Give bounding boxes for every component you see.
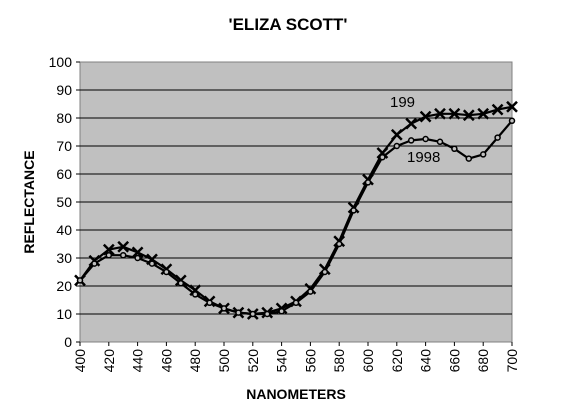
x-axis-ticks: 400 420 440 460 480 500 520 540 560 580 600 620 640 6… <box>72 342 520 372</box>
data-point-1998 <box>393 142 401 150</box>
data-point-1998 <box>436 138 444 146</box>
data-point-1998 <box>191 291 199 298</box>
x-tick-label: 480 <box>187 349 203 373</box>
y-tick-label: 50 <box>56 194 72 210</box>
y-tick-label: 0 <box>64 334 72 350</box>
data-point-1998 <box>379 153 386 161</box>
data-point-1998 <box>148 260 156 267</box>
data-point-199 <box>419 110 432 123</box>
data-point-199 <box>405 117 418 130</box>
x-tick-label: 540 <box>274 349 290 373</box>
data-point-199 <box>462 109 475 122</box>
data-point-1998 <box>422 135 429 143</box>
y-axis-label: REFLECTANCE <box>21 150 37 253</box>
data-point-1998 <box>105 251 113 259</box>
data-point-199 <box>506 100 518 113</box>
y-tick-label: 80 <box>56 110 72 126</box>
y-tick-label: 90 <box>56 82 72 98</box>
data-point-1998 <box>235 309 242 316</box>
x-tick-label: 440 <box>130 349 146 373</box>
y-tick-label: 40 <box>56 222 72 238</box>
data-point-199 <box>448 107 461 120</box>
x-tick-label: 700 <box>504 349 520 373</box>
x-tick-label: 620 <box>389 349 405 373</box>
data-point-1998 <box>177 279 185 287</box>
data-point-1998 <box>206 299 213 307</box>
y-tick-label: 70 <box>56 138 72 154</box>
data-point-199 <box>117 240 130 253</box>
data-point-1998 <box>263 310 271 318</box>
grid-lines <box>80 89 512 315</box>
data-point-1998 <box>292 299 300 307</box>
data-point-199 <box>189 284 202 297</box>
y-tick-label: 20 <box>56 278 72 294</box>
x-tick-label: 640 <box>418 349 434 373</box>
x-tick-label: 580 <box>331 349 347 373</box>
data-point-1998 <box>134 254 141 262</box>
data-point-1998 <box>465 155 473 162</box>
data-point-1998 <box>307 288 314 295</box>
series-label-1998: 1998 <box>407 149 440 166</box>
data-point-1998 <box>479 151 487 158</box>
data-point-1998 <box>494 134 501 141</box>
data-point-1998 <box>163 268 170 276</box>
x-tick-label: 460 <box>158 349 174 373</box>
x-tick-label: 400 <box>72 349 88 373</box>
data-point-1998 <box>119 251 127 259</box>
data-point-199 <box>131 246 144 259</box>
data-point-199 <box>376 147 389 159</box>
y-tick-label: 100 <box>49 54 73 70</box>
data-point-1998 <box>407 137 415 144</box>
x-tick-label: 520 <box>245 349 261 373</box>
data-point-1998 <box>249 310 257 318</box>
data-point-1998 <box>364 179 372 186</box>
y-tick-label: 60 <box>56 166 72 182</box>
x-axis-label: NANOMETERS <box>246 386 346 402</box>
data-point-1998 <box>335 240 343 248</box>
data-point-199 <box>491 103 504 116</box>
x-tick-label: 420 <box>101 349 117 373</box>
data-point-1998 <box>508 117 516 125</box>
data-point-1998 <box>76 277 84 284</box>
data-point-199 <box>477 107 490 120</box>
x-tick-label: 560 <box>302 349 318 373</box>
data-point-1998 <box>278 307 285 315</box>
data-point-1998 <box>321 268 329 276</box>
data-point-199 <box>102 243 115 256</box>
data-point-1998 <box>451 145 458 153</box>
x-tick-label: 500 <box>216 349 232 373</box>
data-point-1998 <box>91 260 98 267</box>
chart-title: 'ELIZA SCOTT' <box>229 15 348 34</box>
x-tick-label: 660 <box>446 349 462 373</box>
data-point-199 <box>390 128 403 141</box>
x-tick-label: 680 <box>475 349 491 373</box>
series-layer <box>74 100 518 320</box>
series-label-199: 199 <box>390 94 415 111</box>
y-tick-label: 10 <box>56 306 72 322</box>
y-axis-ticks: 0 10 20 30 40 50 60 70 80 90 100 <box>49 54 80 350</box>
y-tick-label: 30 <box>56 250 72 266</box>
data-point-199 <box>434 107 446 120</box>
data-point-1998 <box>350 207 357 214</box>
x-tick-label: 600 <box>360 349 376 373</box>
data-point-1998 <box>220 305 228 312</box>
